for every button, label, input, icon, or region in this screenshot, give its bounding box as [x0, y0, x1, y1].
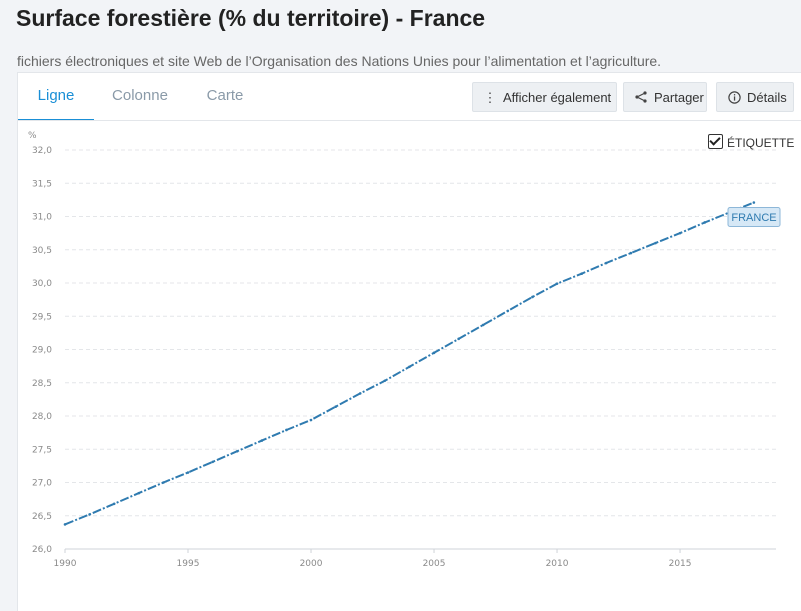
data-point[interactable] [260, 439, 264, 442]
data-point[interactable] [235, 449, 239, 453]
more-vertical-icon: ⋮ [483, 90, 497, 105]
data-point[interactable] [531, 295, 534, 299]
data-point[interactable] [555, 282, 559, 285]
y-tick-label: 29,5 [32, 312, 52, 322]
series-label-text: FRANCE [731, 212, 776, 224]
data-point[interactable] [186, 471, 190, 474]
y-tick-label: 30,5 [32, 246, 52, 256]
data-point[interactable] [432, 351, 436, 355]
data-point[interactable] [580, 272, 583, 275]
share-icon [634, 83, 648, 113]
y-tick-label: 27,5 [32, 445, 52, 455]
data-point[interactable] [383, 379, 387, 383]
data-point[interactable] [211, 460, 214, 464]
data-point[interactable] [703, 221, 706, 224]
y-tick-label: 27,0 [32, 479, 52, 489]
series-label-tag [727, 207, 781, 228]
data-point[interactable] [654, 241, 657, 245]
y-axis-unit-label: % [28, 131, 37, 141]
show-also-button[interactable]: ⋮ Afficher également [472, 82, 617, 112]
y-tick-label: 29,0 [32, 346, 52, 356]
y-tick-label: 26,5 [32, 512, 52, 522]
data-point[interactable] [309, 418, 313, 422]
x-tick-label: 2000 [300, 559, 323, 569]
tab-map[interactable]: Carte [206, 87, 244, 104]
details-label: Détails [747, 90, 787, 105]
series-line-france[interactable] [64, 201, 755, 526]
source-subtitle: fichiers électroniques et site Web de l’… [17, 53, 662, 69]
x-tick-label: 2015 [669, 559, 692, 569]
y-tick-label: 31,0 [32, 213, 52, 223]
data-point[interactable] [752, 201, 756, 204]
y-tick-label: 28,5 [32, 379, 52, 389]
y-tick-label: 31,5 [32, 179, 52, 189]
data-point[interactable] [63, 523, 67, 526]
x-tick-label: 2010 [546, 559, 569, 569]
page-title: Surface forestière (% du territoire) - F… [16, 5, 486, 31]
share-button[interactable]: Partager [623, 82, 707, 112]
data-point[interactable] [506, 309, 510, 313]
data-point[interactable] [285, 428, 288, 432]
tab-column[interactable]: Colonne [112, 87, 168, 104]
y-tick-label: 26,0 [32, 545, 52, 555]
data-point[interactable] [457, 337, 460, 341]
line-chart: % 26,0 26,5 27,0 27,5 28,0 28,5 29,0 29,5 30,0 30… [28, 131, 781, 569]
show-also-label: Afficher également [503, 90, 612, 105]
y-tick-label: 28,0 [32, 412, 52, 422]
info-icon [727, 83, 741, 113]
details-button[interactable]: Détails [716, 82, 794, 112]
data-point[interactable] [88, 513, 91, 516]
data-point[interactable] [137, 491, 141, 495]
data-point[interactable] [334, 405, 337, 408]
label-checkbox[interactable] [708, 134, 723, 149]
data-point[interactable] [629, 251, 633, 255]
share-label: Partager [654, 90, 704, 105]
y-tick-label: 32,0 [32, 146, 52, 156]
x-tick-label: 1995 [177, 559, 200, 569]
label-toggle-text: ÉTIQUETTE [727, 136, 795, 150]
y-tick-label: 30,0 [32, 279, 52, 289]
x-tick-label: 2005 [423, 559, 446, 569]
data-point[interactable] [481, 323, 485, 327]
tab-divider [18, 120, 801, 121]
chart-card: Ligne Colonne Carte ⋮ Afficher également … [17, 72, 801, 611]
data-point[interactable] [678, 231, 682, 235]
data-point[interactable] [408, 365, 411, 369]
data-point[interactable] [162, 481, 165, 484]
x-tick-label: 1990 [54, 559, 77, 569]
label-toggle[interactable]: ÉTIQUETTE [708, 134, 794, 150]
data-point[interactable] [604, 261, 608, 265]
data-point[interactable] [112, 502, 116, 506]
data-point[interactable] [358, 392, 362, 395]
